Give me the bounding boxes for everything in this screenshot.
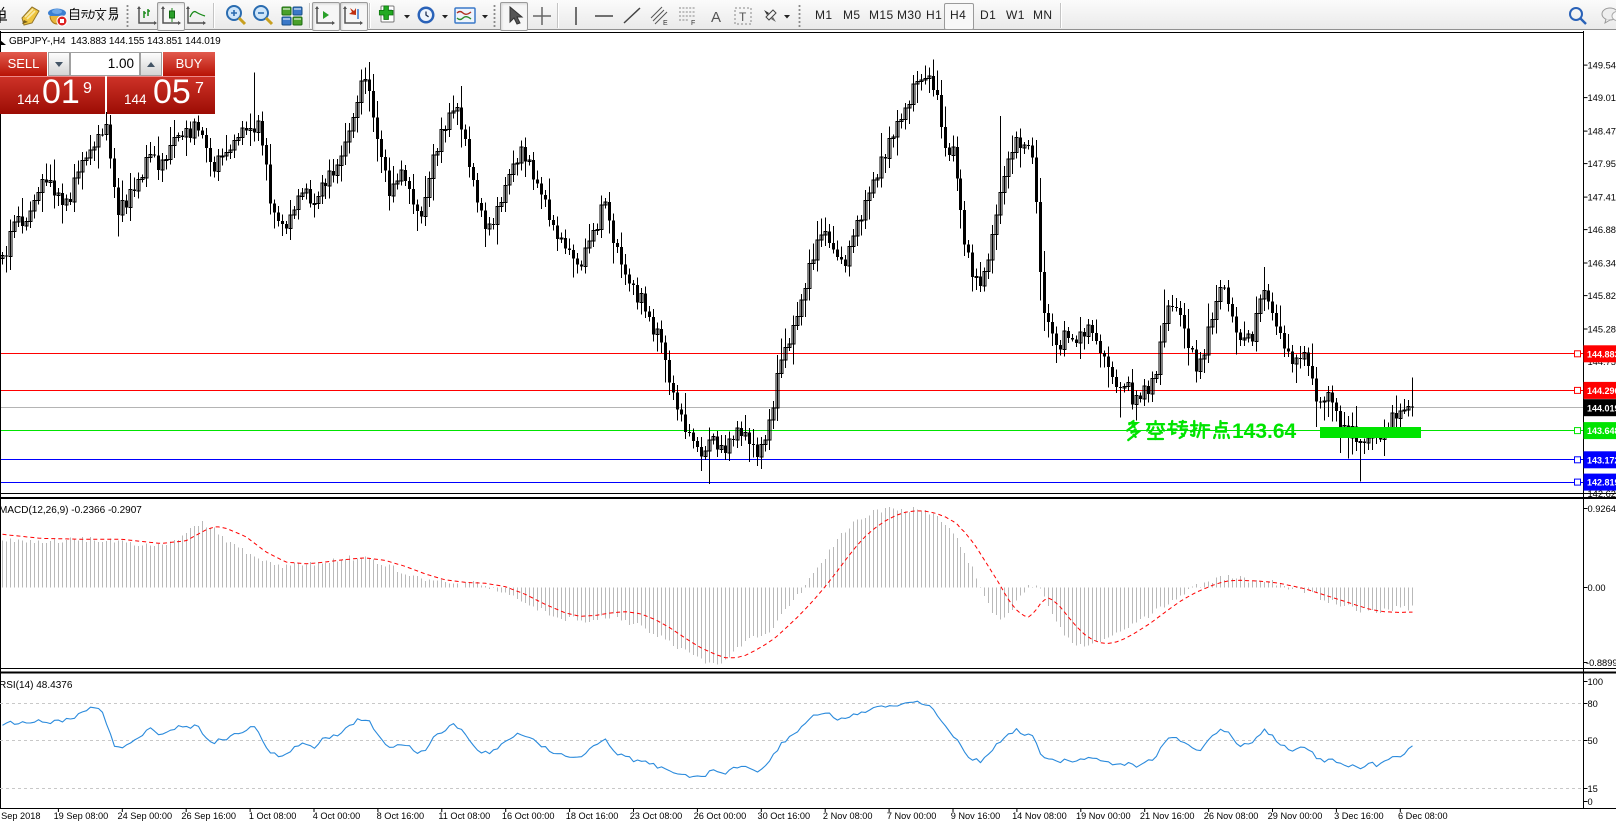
svg-text:143.648: 143.648 [1587,426,1616,436]
svg-text:24 Sep 00:00: 24 Sep 00:00 [117,811,172,821]
svg-text:19 Nov 00:00: 19 Nov 00:00 [1076,811,1131,821]
svg-text:144.296: 144.296 [1587,386,1616,396]
svg-text:21 Nov 16:00: 21 Nov 16:00 [1140,811,1195,821]
svg-text:MACD(12,26,9) -0.2366 -0.2907: MACD(12,26,9) -0.2366 -0.2907 [0,505,142,516]
svg-text:26 Nov 08:00: 26 Nov 08:00 [1204,811,1259,821]
svg-text:143.64: 143.64 [1232,420,1297,443]
svg-text:16 Oct 00:00: 16 Oct 00:00 [502,811,555,821]
svg-text:80: 80 [1588,699,1598,709]
svg-text:146.885: 146.885 [1588,225,1616,235]
svg-text:8 Oct 16:00: 8 Oct 16:00 [377,811,425,821]
svg-text:0.9264: 0.9264 [1588,504,1616,514]
svg-text:3 Dec 16:00: 3 Dec 16:00 [1334,811,1384,821]
svg-text:1 Oct 08:00: 1 Oct 08:00 [249,811,297,821]
svg-text:100: 100 [1588,677,1604,687]
svg-text:144.019: 144.019 [1587,403,1616,413]
svg-text:7 Nov 00:00: 7 Nov 00:00 [887,811,937,821]
svg-text:145.820: 145.820 [1588,291,1616,301]
svg-text:19 Sep 08:00: 19 Sep 08:00 [54,811,109,821]
svg-text:143.172: 143.172 [1587,455,1616,465]
svg-text:4 Sep 2018: 4 Sep 2018 [0,811,41,821]
svg-text:T: T [739,10,747,24]
svg-text:29 Nov 00:00: 29 Nov 00:00 [1268,811,1323,821]
svg-text:30 Oct 16:00: 30 Oct 16:00 [757,811,810,821]
svg-text:142.819: 142.819 [1587,478,1616,488]
svg-text:50: 50 [1588,736,1598,746]
svg-text:149.540: 149.540 [1588,61,1616,71]
svg-text:2 Nov 08:00: 2 Nov 08:00 [823,811,873,821]
svg-text:144.883: 144.883 [1587,349,1616,359]
svg-text:142.625: 142.625 [1588,489,1616,499]
svg-text:145.280: 145.280 [1588,324,1616,334]
svg-text:148.475: 148.475 [1588,127,1616,137]
svg-text:18 Oct 16:00: 18 Oct 16:00 [566,811,619,821]
svg-text:-0.8899: -0.8899 [1586,658,1616,668]
svg-text:0: 0 [1588,797,1593,807]
svg-text:15: 15 [1588,784,1598,794]
svg-text:0.00: 0.00 [1588,583,1606,593]
svg-text:26 Sep 16:00: 26 Sep 16:00 [181,811,236,821]
svg-text:11 Oct 08:00: 11 Oct 08:00 [438,811,490,821]
svg-text:146.345: 146.345 [1588,258,1616,268]
svg-text:4 Oct 00:00: 4 Oct 00:00 [313,811,361,821]
svg-text:26 Oct 00:00: 26 Oct 00:00 [694,811,747,821]
svg-text:6 Dec 08:00: 6 Dec 08:00 [1398,811,1448,821]
svg-text:147.950: 147.950 [1588,159,1616,169]
svg-text:A: A [711,9,721,26]
svg-text:E: E [663,20,668,27]
svg-text:147.410: 147.410 [1588,193,1616,203]
svg-text:14 Nov 08:00: 14 Nov 08:00 [1012,811,1067,821]
svg-text:RSI(14) 48.4376: RSI(14) 48.4376 [0,680,73,691]
svg-text:9 Nov 16:00: 9 Nov 16:00 [951,811,1001,821]
svg-text:23 Oct 08:00: 23 Oct 08:00 [630,811,683,821]
svg-text:F: F [691,20,695,27]
svg-text:149.015: 149.015 [1588,93,1616,103]
